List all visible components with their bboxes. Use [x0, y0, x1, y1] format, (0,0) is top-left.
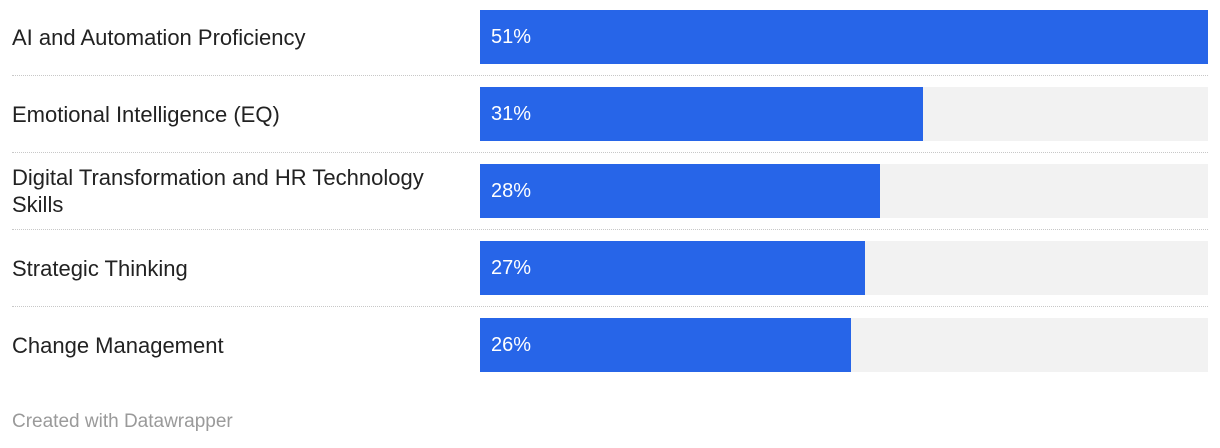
- category-label: AI and Automation Proficiency: [12, 24, 306, 50]
- category-label: Change Management: [12, 332, 224, 358]
- value-label: 51%: [491, 26, 532, 48]
- bar-row: Digital Transformation and HR Technology…: [12, 164, 1208, 218]
- category-label: Emotional Intelligence (EQ): [12, 101, 280, 127]
- row-separator: [12, 229, 1208, 230]
- bar-chart: AI and Automation Proficiency 51% Emotiona…: [12, 10, 1208, 372]
- row-separator: [12, 306, 1208, 307]
- bar-row: Change Management 26%: [12, 318, 1208, 372]
- bar-row: Strategic Thinking 27%: [12, 241, 1208, 295]
- bar-track: 28%: [480, 164, 1208, 218]
- bar: [480, 241, 865, 295]
- bar: [480, 164, 880, 218]
- value-label: 28%: [491, 180, 532, 202]
- bar-track: 26%: [480, 318, 1208, 372]
- bar-row: Emotional Intelligence (EQ) 31%: [12, 87, 1208, 141]
- category-label: Strategic Thinking: [12, 255, 188, 281]
- bar: [480, 318, 851, 372]
- value-label: 31%: [491, 103, 532, 125]
- category-label: Digital Transformation and HR Technology…: [12, 165, 424, 217]
- bar-track: 31%: [480, 87, 1208, 141]
- row-separator: [12, 152, 1208, 153]
- value-label: 27%: [491, 257, 532, 279]
- bar: [480, 87, 923, 141]
- bar: [480, 10, 1208, 64]
- bar-track: 27%: [480, 241, 1208, 295]
- bar-row: AI and Automation Proficiency 51%: [12, 10, 1208, 64]
- bar-track: 51%: [480, 10, 1208, 64]
- row-separator: [12, 75, 1208, 76]
- footer-credit: Created with Datawrapper: [12, 411, 233, 432]
- value-label: 26%: [491, 334, 532, 356]
